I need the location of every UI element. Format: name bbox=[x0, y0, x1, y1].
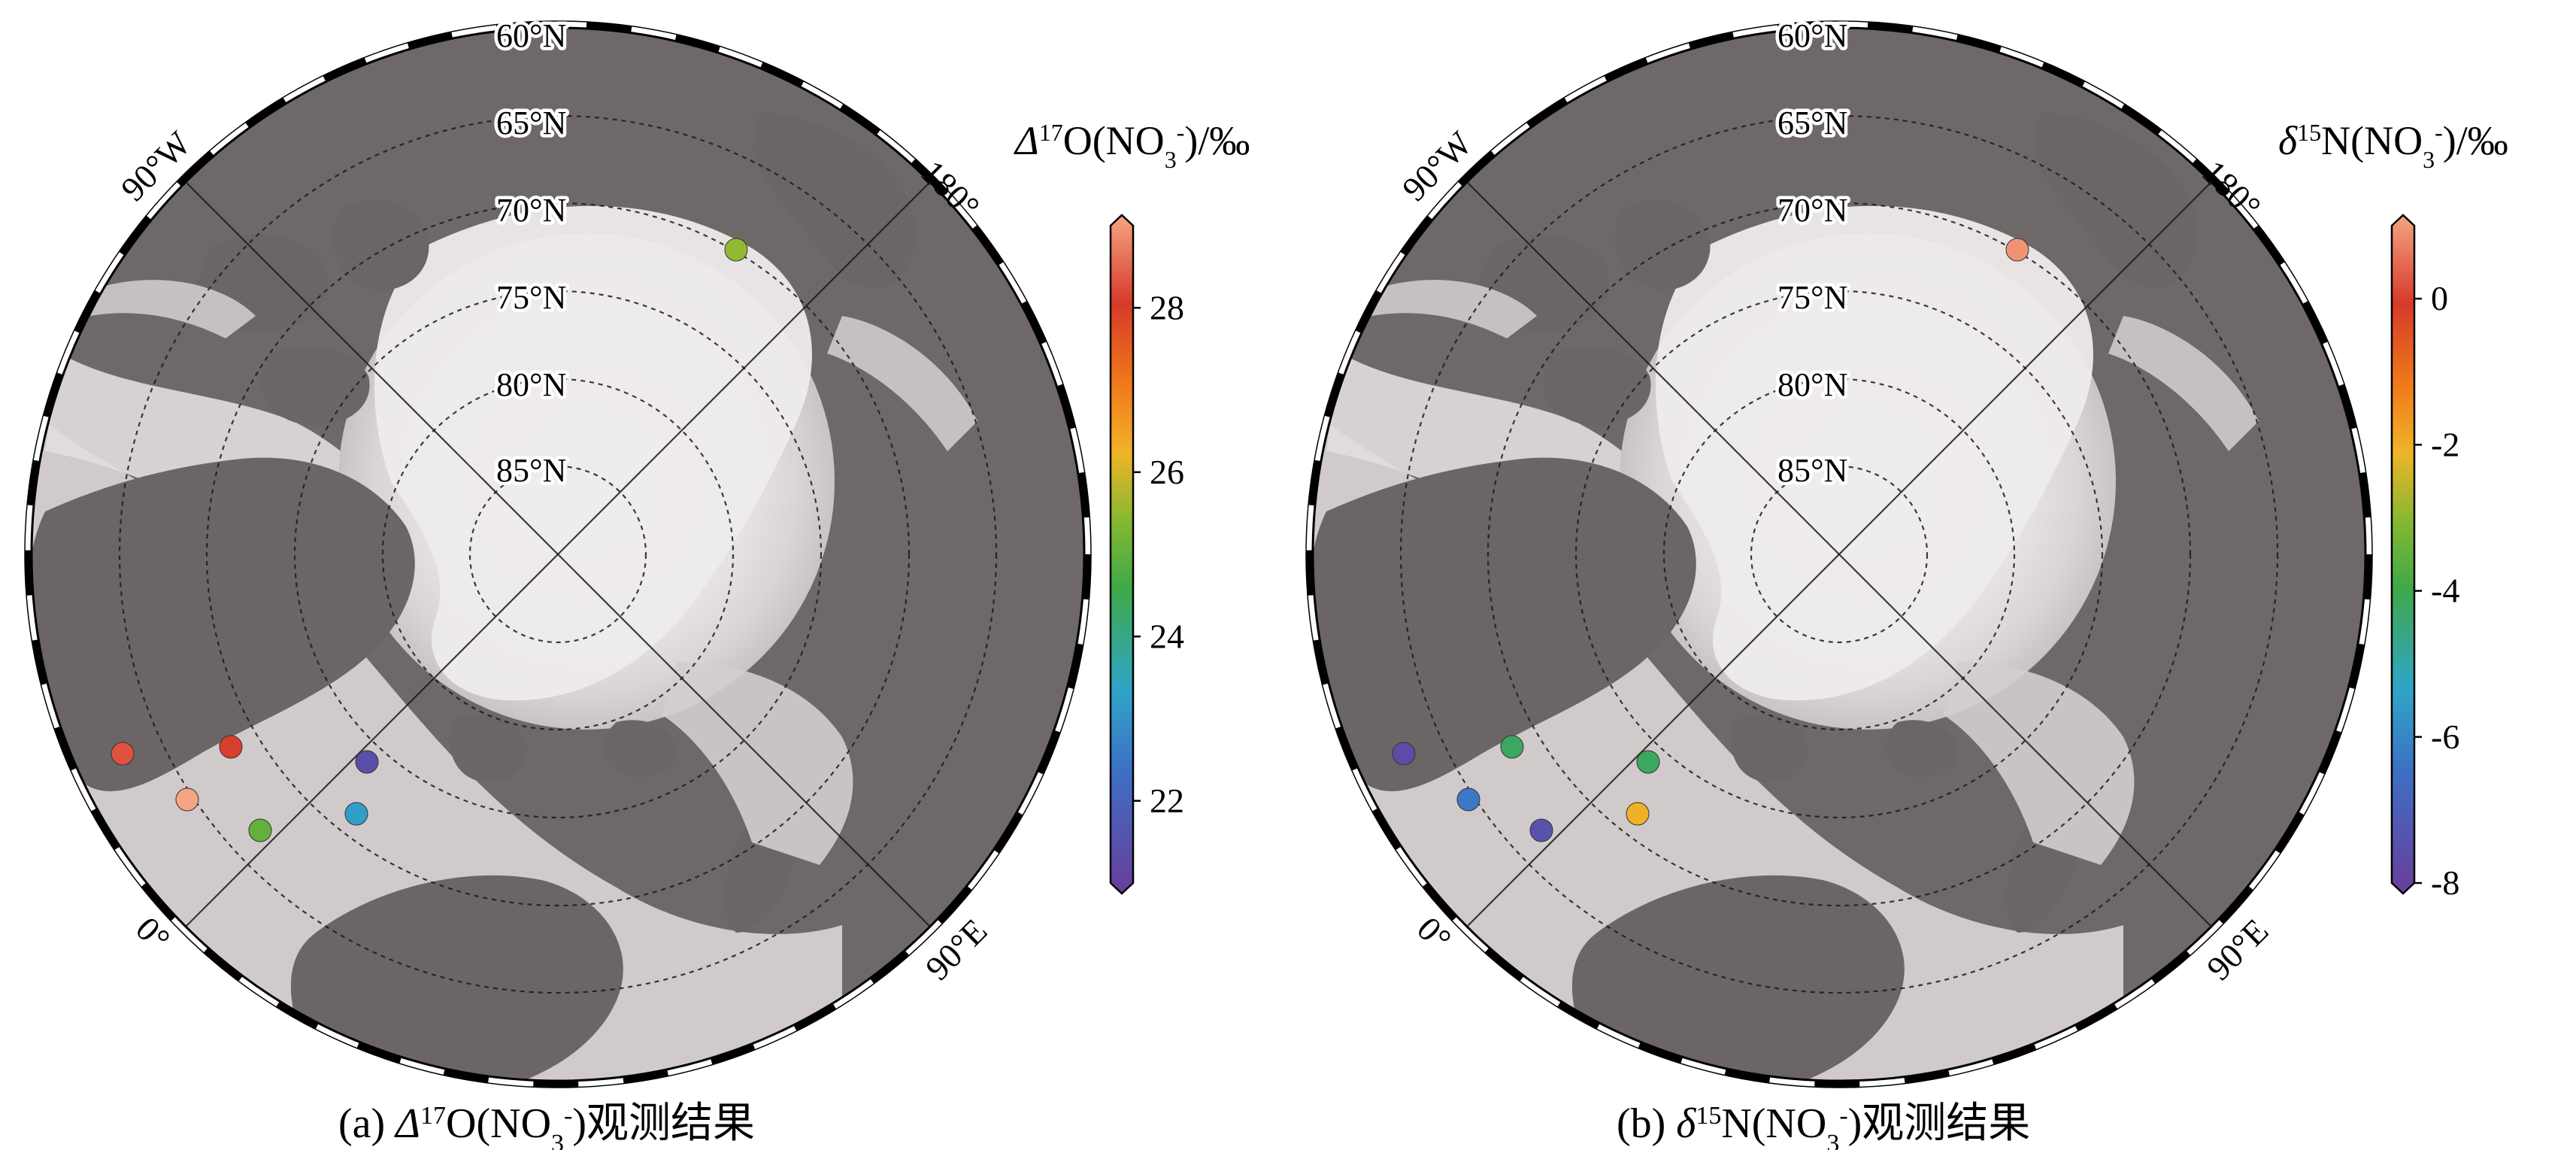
colorbar-a-tick-label: 24 bbox=[1150, 617, 1184, 655]
graticule-lon bbox=[185, 181, 931, 927]
lat-label-65: 65°N bbox=[1777, 105, 1847, 141]
colorbar-a-tick-label: 28 bbox=[1150, 288, 1184, 326]
graticule-lat bbox=[118, 114, 998, 994]
caption-a: (a) Δ17O(NO3-)观测结果 bbox=[338, 1100, 755, 1150]
lat-label-70: 70°N bbox=[1777, 192, 1847, 229]
lat-label-65: 65°N bbox=[496, 105, 566, 141]
colorbar-b-tick-label: -4 bbox=[2431, 572, 2459, 610]
lat-label-85: 85°N bbox=[1777, 452, 1847, 489]
lat-label-70: 70°N bbox=[496, 192, 566, 229]
points-a bbox=[111, 238, 748, 842]
lat-label-85: 85°N bbox=[496, 452, 566, 489]
colorbar-b-tick-label: 0 bbox=[2431, 279, 2448, 317]
site-1 bbox=[111, 742, 135, 766]
lat-label-80: 80°N bbox=[1777, 366, 1847, 403]
lat-label-60: 60°N bbox=[496, 17, 566, 54]
colorbar-b-title: δ15N(NO3-)/‰ bbox=[2278, 118, 2508, 173]
points-b bbox=[1392, 238, 2029, 842]
site-7 bbox=[2005, 238, 2029, 262]
site-3 bbox=[175, 787, 199, 812]
panel-b-map: 60°N 65°N 70°N 75°N 80°N 85°N 90°W 180° … bbox=[1305, 14, 2508, 1150]
lat-label-80: 80°N bbox=[496, 366, 566, 403]
graticule-lon bbox=[1466, 181, 2212, 927]
site-5 bbox=[1626, 802, 1650, 826]
lat-label-75: 75°N bbox=[1777, 279, 1847, 316]
colorbar-a-tick-label: 22 bbox=[1150, 781, 1184, 820]
colorbar-a: 22 24 26 28 Δ17O(NO3-)/‰ bbox=[1014, 118, 1250, 895]
site-6 bbox=[355, 750, 379, 774]
site-3 bbox=[1456, 787, 1480, 812]
site-1 bbox=[1392, 742, 1416, 766]
site-6 bbox=[1636, 750, 1660, 774]
site-4 bbox=[1529, 818, 1553, 842]
caption-b: (b) δ15N(NO3-)观测结果 bbox=[1617, 1100, 2030, 1150]
colorbar-b-tick-label: -2 bbox=[2431, 425, 2459, 463]
colorbar-b-tick-label: -8 bbox=[2431, 863, 2459, 902]
colorbar-a-title: Δ17O(NO3-)/‰ bbox=[1014, 118, 1250, 173]
panel-a-map: 60°N 65°N 70°N 75°N 80°N 85°N 90°W 180° … bbox=[24, 14, 1250, 1150]
graticule-lat bbox=[1399, 114, 2279, 994]
site-4 bbox=[248, 818, 272, 842]
site-7 bbox=[724, 238, 748, 262]
site-5 bbox=[344, 802, 368, 826]
colorbar-b-tick-label: -6 bbox=[2431, 718, 2459, 756]
colorbar-b: 0 -2 -4 -6 -8 δ15N(NO3-)/‰ bbox=[2278, 118, 2508, 902]
colorbar-a-tick-label: 26 bbox=[1150, 453, 1184, 491]
lat-label-60: 60°N bbox=[1777, 17, 1847, 54]
site-2 bbox=[219, 735, 243, 759]
lat-label-75: 75°N bbox=[496, 279, 566, 316]
site-2 bbox=[1500, 735, 1524, 759]
